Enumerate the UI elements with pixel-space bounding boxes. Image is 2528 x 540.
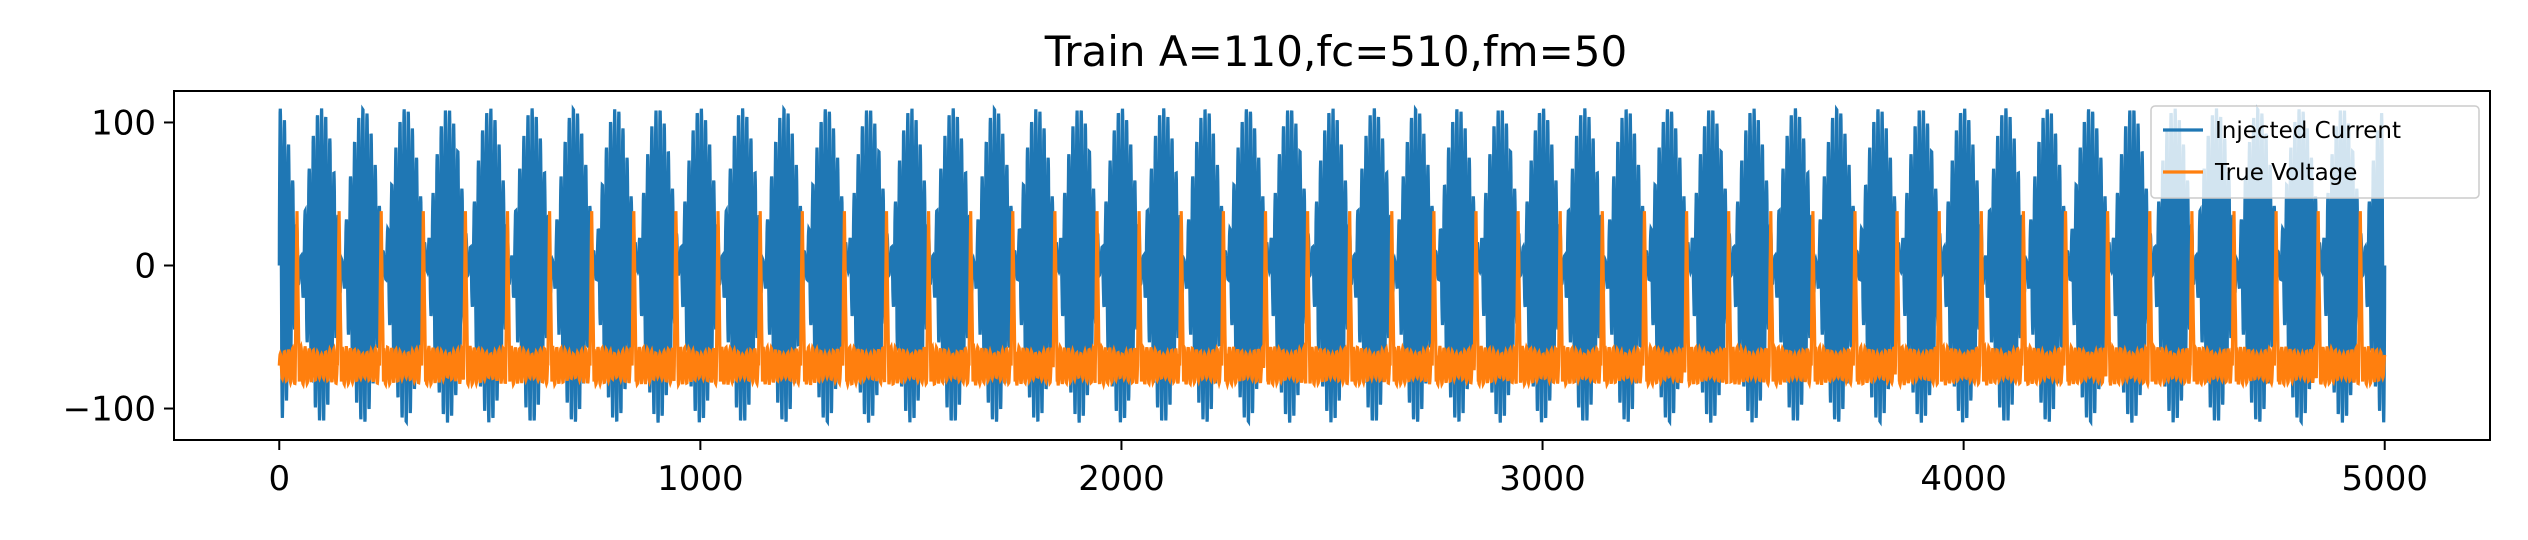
- legend: Injected Current True Voltage: [2150, 105, 2480, 199]
- series-injected-current-line: [277, 104, 2387, 427]
- y-tick-label: 100: [91, 103, 156, 143]
- y-tick-label: 0: [134, 247, 156, 287]
- x-tick-label: 3000: [1499, 459, 1586, 499]
- axes: 0 1000 2000 3000 4000 5000 −100 0 100: [63, 90, 2491, 499]
- legend-label: True Voltage: [2214, 160, 2357, 186]
- legend-box: [2150, 105, 2480, 199]
- series-true-voltage-line: [277, 211, 2387, 391]
- x-tick-label: 1000: [657, 459, 744, 499]
- x-tick-label: 2000: [1078, 459, 1165, 499]
- x-tick-label: 0: [268, 459, 290, 499]
- x-tick-label: 4000: [1920, 459, 2007, 499]
- y-tick-label: −100: [63, 390, 156, 430]
- plot-area: [277, 104, 2387, 427]
- x-tick-label: 5000: [2341, 459, 2428, 499]
- legend-label: Injected Current: [2215, 118, 2401, 144]
- chart-title: Train A=110,fc=510,fm=50: [1044, 27, 1627, 76]
